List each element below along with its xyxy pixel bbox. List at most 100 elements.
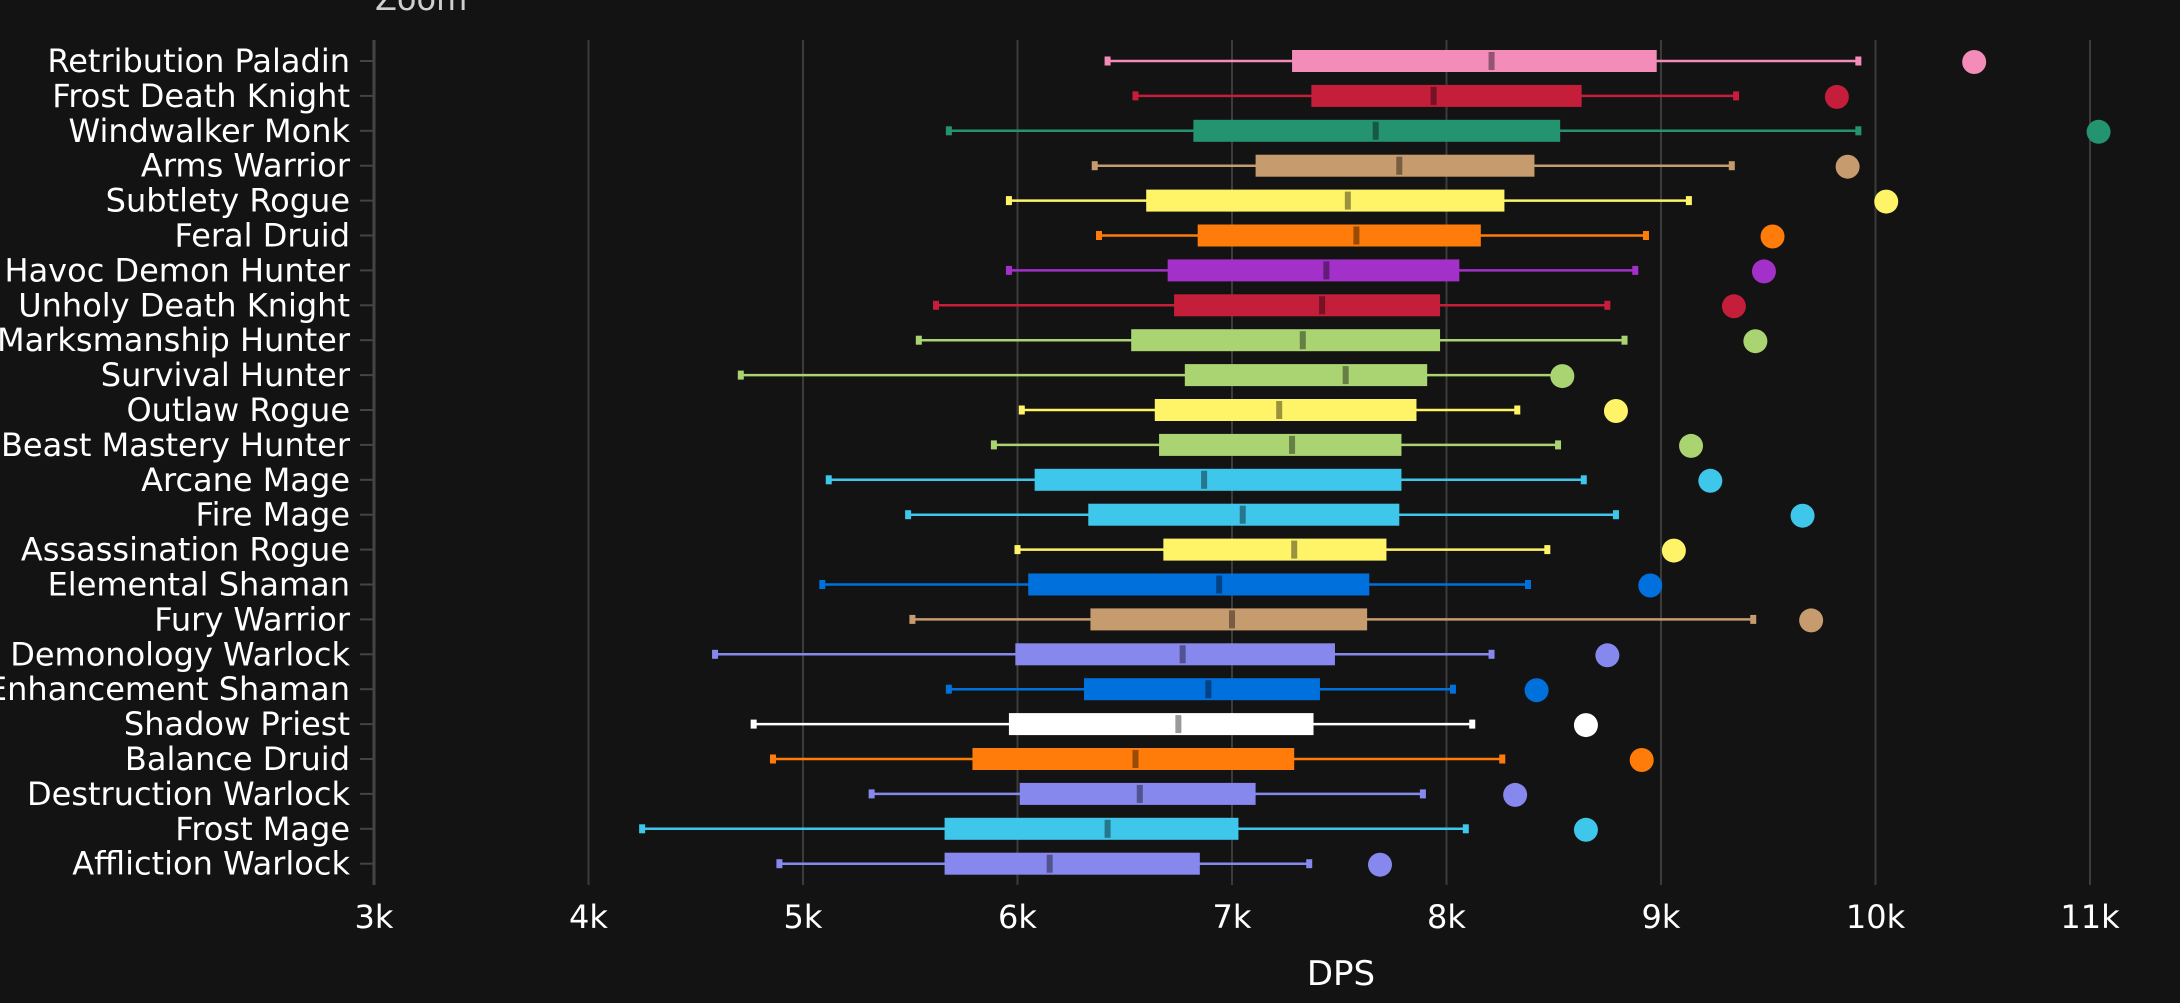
iqr-box [1292,50,1657,72]
category-label: Enhancement Shaman [0,670,350,708]
category-label: Frost Death Knight [52,77,350,115]
median-marker [1216,575,1223,594]
median-marker [1179,645,1186,664]
median-marker [1229,610,1235,629]
x-tick-label: 11k [2060,898,2120,936]
iqr-box [1015,643,1335,666]
whisker-max-cap [1612,510,1619,520]
iqr-box [1154,399,1417,421]
x-tick-label: 7k [1213,898,1252,936]
median-marker [1353,226,1360,245]
box-row [1005,259,1776,284]
iqr-box [1090,608,1368,631]
outlier-point [1524,678,1549,703]
outlier-point [1743,329,1768,354]
outlier-point [1595,643,1620,668]
iqr-box [1184,364,1428,387]
category-label: Beast Mastery Hunter [1,426,351,464]
box-row [932,294,1746,319]
outlier-point [1629,748,1654,772]
whisker-min-cap [819,580,826,589]
median-marker [1046,854,1053,873]
whisker-min-cap [639,824,646,834]
category-label: Assassination Rogue [21,531,350,569]
x-tick-label: 4k [569,898,608,936]
iqr-box [944,852,1200,875]
median-marker [1372,121,1379,140]
box-row [990,433,1704,458]
whisker-max-cap [1306,859,1313,869]
whisker-min-cap [909,614,916,624]
box-row [769,748,1654,772]
iqr-box [1163,538,1387,561]
whisker-max-cap [1514,405,1521,415]
outlier-point [1751,259,1776,284]
category-label: Survival Hunter [101,356,351,394]
category-label: Balance Druid [125,740,350,778]
whisker-max-cap [1728,161,1735,171]
outlier-point [1573,713,1598,738]
iqr-box [1159,433,1402,456]
box-row [905,503,1815,528]
whisker-max-cap [1621,335,1628,345]
whisker-max-cap [1685,196,1692,206]
median-marker [1291,540,1298,559]
whisker-max-cap [1604,300,1611,310]
whisker-max-cap [1462,824,1469,834]
median-marker [1239,505,1246,524]
median-marker [1289,435,1296,454]
box-row [825,468,1723,493]
median-marker [1276,401,1283,419]
outlier-point [1698,468,1723,493]
whisker-max-cap [1855,126,1862,136]
median-marker [1136,784,1143,803]
category-label: Outlaw Rogue [126,391,350,429]
zoom-label[interactable]: Zoom [375,0,467,18]
box-row [819,573,1663,598]
outlier-point [1638,573,1663,598]
median-marker [1104,819,1111,838]
category-label: Shadow Priest [124,705,350,743]
outlier-point [1721,294,1746,319]
whisker-max-cap [1544,545,1551,555]
whisker-min-cap [769,754,776,764]
category-label: Affliction Warlock [72,845,350,883]
category-label: Destruction Warlock [27,775,350,813]
whisker-min-cap [1005,265,1012,275]
whisker-min-cap [1132,91,1139,101]
whisker-min-cap [825,475,832,485]
iqr-box [944,817,1239,840]
category-label: Retribution Paladin [47,42,350,80]
median-marker [1342,366,1349,385]
outlier-point [1573,817,1598,842]
whisker-min-cap [1096,231,1103,240]
box-row [945,678,1549,703]
category-label: Arcane Mage [141,461,350,499]
whisker-max-cap [1555,440,1562,450]
median-marker [1299,331,1306,350]
box-row [909,608,1824,633]
x-tick-labels: 3k 4k 5k 6k 7k 8k 9k 10k 11k [355,898,2121,936]
grid-layer [587,40,2091,885]
whisker-max-cap [1632,265,1639,275]
category-label: Unholy Death Knight [18,286,350,324]
category-label: Subtlety Rogue [106,182,350,220]
iqr-box [1167,259,1460,282]
whisker-min-cap [1005,196,1012,206]
box-row [915,329,1768,354]
outlier-point [1835,154,1860,179]
iqr-box [1255,154,1535,177]
outlier-point [1962,50,1987,74]
median-marker [1396,156,1403,175]
x-tick-label: 5k [784,898,823,936]
outlier-point [1790,503,1815,528]
box-row [1104,50,1987,74]
whisker-min-cap [945,126,952,136]
box-row [945,119,2111,144]
box-layer [639,50,2111,877]
outlier-point [1760,224,1785,249]
x-tick-label: 8k [1427,898,1466,936]
outlier-point [1874,189,1899,214]
outlier-point [1824,84,1849,109]
iqr-box [1197,224,1481,247]
